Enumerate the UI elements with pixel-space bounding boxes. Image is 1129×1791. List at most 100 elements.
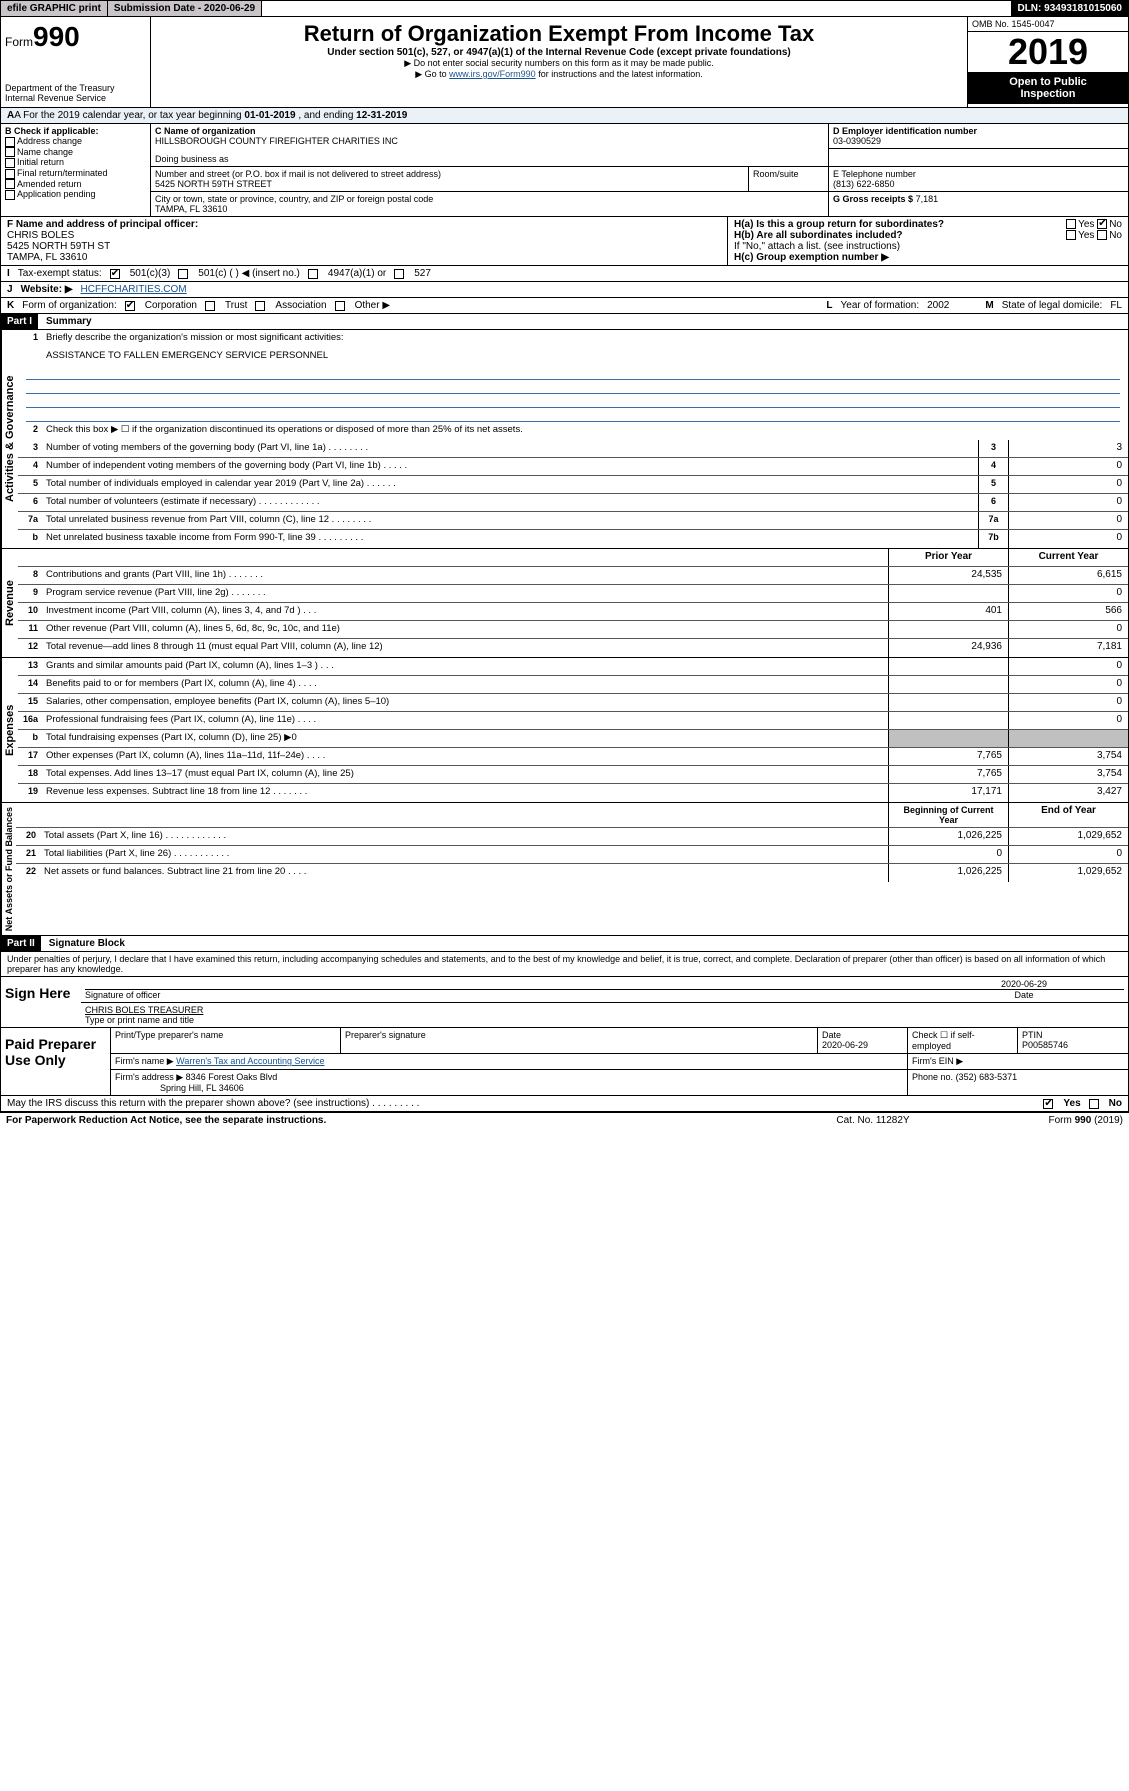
form-number: Form990 [5,21,146,53]
gov-row: 5Total number of individuals employed in… [18,476,1128,494]
hdr-begin: Beginning of Current Year [888,803,1008,827]
data-row: 20Total assets (Part X, line 16) . . . .… [16,828,1128,846]
hb-note: If "No," attach a list. (see instruction… [734,241,1122,252]
firm-name-label: Firm's name ▶ [115,1056,174,1066]
website-link[interactable]: HCFFCHARITIES.COM [81,284,187,295]
q2-label: Check this box ▶ ☐ if the organization d… [42,422,1128,440]
hc-question: H(c) Group exemption number ▶ [734,252,1122,263]
note-ssn: ▶ Do not enter social security numbers o… [155,58,963,69]
mission-text: ASSISTANCE TO FALLEN EMERGENCY SERVICE P… [42,348,1128,366]
prep-date: 2020-06-29 [822,1040,868,1050]
data-row: 10Investment income (Part VIII, column (… [18,603,1128,621]
dba-label: Doing business as [155,154,824,164]
gov-row: 4Number of independent voting members of… [18,458,1128,476]
officer-name: CHRIS BOLES [7,230,721,241]
ein-label: D Employer identification number [833,126,977,136]
ptin-hdr: PTIN [1022,1030,1043,1040]
top-bar: efile GRAPHIC print Submission Date - 20… [0,0,1129,17]
room-suite-label: Room/suite [748,167,828,191]
vlabel-expenses: Expenses [1,658,18,802]
sig-officer-label: Signature of officer [85,989,924,1000]
addr-label: Number and street (or P.O. box if mail i… [155,169,744,179]
city-label: City or town, state or province, country… [155,194,824,204]
ha-question: H(a) Is this a group return for subordin… [734,219,1122,230]
year-formation: 2002 [927,300,949,311]
data-row: 16aProfessional fundraising fees (Part I… [18,712,1128,730]
data-row: 11Other revenue (Part VIII, column (A), … [18,621,1128,639]
preparer-sig-hdr: Preparer's signature [341,1028,818,1053]
data-row: 22Net assets or fund balances. Subtract … [16,864,1128,882]
officer-addr1: 5425 NORTH 59TH ST [7,241,721,252]
org-name-label: C Name of organization [155,126,256,136]
phone-value: (813) 622-6850 [833,179,1124,189]
gov-row: 6Total number of volunteers (estimate if… [18,494,1128,512]
data-row: 19Revenue less expenses. Subtract line 1… [18,784,1128,802]
sign-date-label: Date [924,989,1124,1000]
firm-addr-label: Firm's address ▶ [115,1072,183,1082]
city-value: TAMPA, FL 33610 [155,204,824,214]
q1-label: Briefly describe the organization's miss… [42,330,1128,348]
summary-expenses: Expenses 13Grants and similar amounts pa… [0,658,1129,803]
principal-officer-label: F Name and address of principal officer: [7,219,198,230]
gross-receipts-label: G Gross receipts $ [833,194,913,204]
note-link: ▶ Go to www.irs.gov/Form990 for instruct… [155,69,963,80]
data-row: 17Other expenses (Part IX, column (A), l… [18,748,1128,766]
dept-treasury: Department of the Treasury [5,83,146,93]
omb-number: OMB No. 1545-0047 [968,17,1128,32]
irs-label: Internal Revenue Service [5,93,146,103]
vlabel-revenue: Revenue [1,549,18,657]
gov-row: 7aTotal unrelated business revenue from … [18,512,1128,530]
data-row: 13Grants and similar amounts paid (Part … [18,658,1128,676]
signature-block: Sign Here Signature of officer 2020-06-2… [0,977,1129,1028]
efile-label[interactable]: efile GRAPHIC print [1,1,108,16]
firm-addr2: Spring Hill, FL 34606 [160,1083,244,1093]
phone-label: E Telephone number [833,169,1124,179]
data-row: 12Total revenue—add lines 8 through 11 (… [18,639,1128,657]
firm-name[interactable]: Warren's Tax and Accounting Service [176,1056,324,1066]
hb-question: H(b) Are all subordinates included? Yes … [734,230,1122,241]
tax-period: AA For the 2019 calendar year, or tax ye… [0,108,1129,124]
officer-addr2: TAMPA, FL 33610 [7,252,721,263]
signer-name-label: Type or print name and title [85,1015,1124,1025]
sign-date: 2020-06-29 [924,979,1124,989]
hdr-end: End of Year [1008,803,1128,827]
line-j: JWebsite: ▶ HCFFCHARITIES.COM [0,282,1129,298]
section-b: B Check if applicable: Address change Na… [1,124,151,216]
sign-here-label: Sign Here [1,977,81,1027]
org-name: HILLSBOROUGH COUNTY FIREFIGHTER CHARITIE… [155,136,824,146]
summary-governance: Activities & Governance 1Briefly describ… [0,330,1129,549]
form-subtitle: Under section 501(c), 527, or 4947(a)(1)… [155,47,963,58]
paid-preparer-label: Paid Preparer Use Only [1,1028,111,1095]
line-klm: KForm of organization: Corporation Trust… [0,298,1129,314]
tax-year: 2019 [968,32,1128,72]
summary-revenue: Revenue Prior YearCurrent Year 8Contribu… [0,549,1129,658]
signer-name: CHRIS BOLES TREASURER [85,1005,1124,1015]
form-header: Form990 Department of the Treasury Inter… [0,17,1129,108]
entity-block: B Check if applicable: Address change Na… [0,124,1129,217]
data-row: 9Program service revenue (Part VIII, lin… [18,585,1128,603]
data-row: 14Benefits paid to or for members (Part … [18,676,1128,694]
discuss-line: May the IRS discuss this return with the… [0,1096,1129,1112]
preparer-name-hdr: Print/Type preparer's name [111,1028,341,1053]
open-inspection: Open to PublicInspection [968,72,1128,104]
firm-addr1: 8346 Forest Oaks Blvd [186,1072,278,1082]
part2-header: Part II Signature Block [0,936,1129,952]
firm-ein-label: Firm's EIN ▶ [908,1054,1128,1069]
part1-header: Part I Summary [0,314,1129,330]
form-title: Return of Organization Exempt From Incom… [155,21,963,47]
vlabel-netassets: Net Assets or Fund Balances [1,803,16,935]
data-row: 18Total expenses. Add lines 13–17 (must … [18,766,1128,784]
paid-preparer-block: Paid Preparer Use Only Print/Type prepar… [0,1028,1129,1096]
line-i: ITax-exempt status: 501(c)(3) 501(c) ( )… [0,266,1129,282]
vlabel-governance: Activities & Governance [1,330,18,548]
section-f-h: F Name and address of principal officer:… [0,217,1129,266]
ein-value: 03-0390529 [833,136,1124,146]
irs-link[interactable]: www.irs.gov/Form990 [449,69,536,79]
summary-netassets: Net Assets or Fund Balances Beginning of… [0,803,1129,936]
street-address: 5425 NORTH 59TH STREET [155,179,744,189]
hdr-current: Current Year [1008,549,1128,566]
firm-phone-label: Phone no. [912,1072,953,1082]
gov-row: bNet unrelated business taxable income f… [18,530,1128,548]
data-row: bTotal fundraising expenses (Part IX, co… [18,730,1128,748]
data-row: 21Total liabilities (Part X, line 26) . … [16,846,1128,864]
